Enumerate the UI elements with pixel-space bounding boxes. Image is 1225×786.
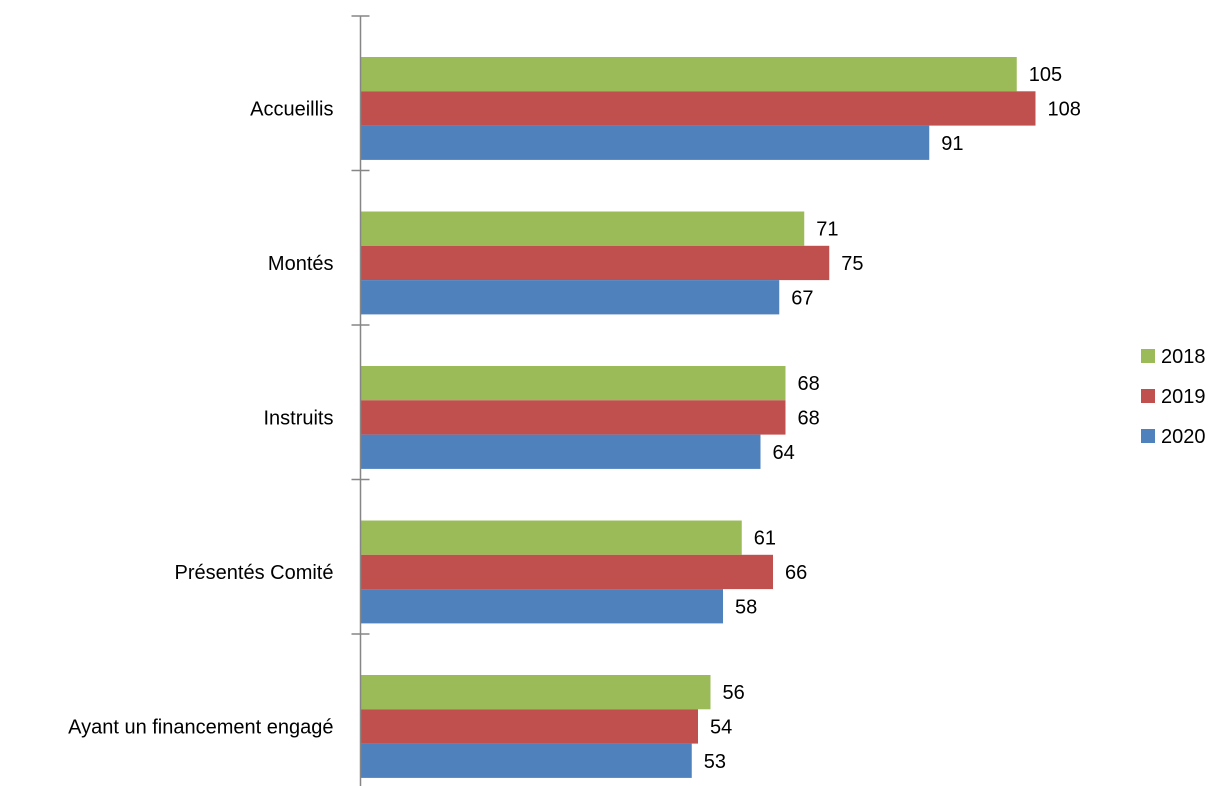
- value-label-instruits-2018: 68: [798, 373, 820, 395]
- bar-accueillis-2018: [360, 57, 1017, 92]
- value-label-accueillis-2019: 108: [1048, 98, 1081, 120]
- value-label-ayant-un-financement-engage-2020: 53: [704, 751, 726, 773]
- bar-presentes-comite-2018: [360, 520, 742, 555]
- legend-label-2018: 2018: [1161, 346, 1206, 368]
- value-label-montes-2019: 75: [841, 253, 863, 275]
- value-label-presentes-comite-2020: 58: [735, 596, 757, 618]
- legend-label-2019: 2019: [1161, 386, 1206, 408]
- bar-ayant-un-financement-engage-2020: [360, 743, 692, 778]
- bar-montes-2020: [360, 280, 780, 315]
- legend-item-2019: 2019: [1141, 386, 1206, 408]
- category-axis: [351, 15, 370, 786]
- category-label-accueillis: Accueillis: [250, 98, 333, 120]
- bar-accueillis-2020: [360, 125, 930, 160]
- legend-item-2020: 2020: [1141, 426, 1206, 448]
- legend-label-2020: 2020: [1161, 426, 1206, 448]
- value-label-montes-2018: 71: [816, 219, 838, 241]
- category-label-ayant-un-financement-engage: Ayant un financement engagé: [68, 716, 333, 738]
- value-label-instruits-2020: 64: [773, 442, 795, 464]
- value-label-presentes-comite-2019: 66: [785, 562, 807, 584]
- bar-montes-2018: [360, 211, 805, 246]
- value-label-ayant-un-financement-engage-2019: 54: [710, 716, 732, 738]
- value-label-instruits-2019: 68: [798, 407, 820, 429]
- bar-ayant-un-financement-engage-2018: [360, 675, 711, 710]
- bar-presentes-comite-2020: [360, 589, 723, 624]
- value-label-ayant-un-financement-engage-2018: 56: [723, 682, 745, 704]
- legend: 2018 2019 2020: [1141, 346, 1206, 448]
- value-label-presentes-comite-2018: 61: [754, 528, 776, 550]
- bar-presentes-comite-2019: [360, 554, 773, 590]
- value-label-montes-2020: 67: [791, 287, 813, 309]
- bar-instruits-2020: [360, 434, 761, 469]
- bar-accueillis-2019: [360, 91, 1036, 126]
- category-label-instruits: Instruits: [263, 407, 333, 429]
- category-labels-layer: Accueillis Montés Instruits Présentés Comit…: [68, 98, 333, 738]
- bar-ayant-un-financement-engage-2019: [360, 709, 698, 744]
- legend-item-2018: 2018: [1141, 346, 1206, 368]
- legend-swatch-2020: [1141, 429, 1155, 443]
- category-label-presentes-comite: Présentés Comité: [175, 562, 334, 584]
- legend-swatch-2019: [1141, 389, 1155, 403]
- value-label-accueillis-2018: 105: [1029, 64, 1062, 86]
- bar-instruits-2019: [360, 400, 786, 435]
- legend-swatch-2018: [1141, 349, 1155, 363]
- bar-instruits-2018: [360, 366, 786, 401]
- bar-montes-2019: [360, 245, 830, 281]
- bars-layer: [360, 57, 1036, 778]
- category-label-montes: Montés: [268, 253, 334, 275]
- value-label-accueillis-2020: 91: [941, 133, 963, 155]
